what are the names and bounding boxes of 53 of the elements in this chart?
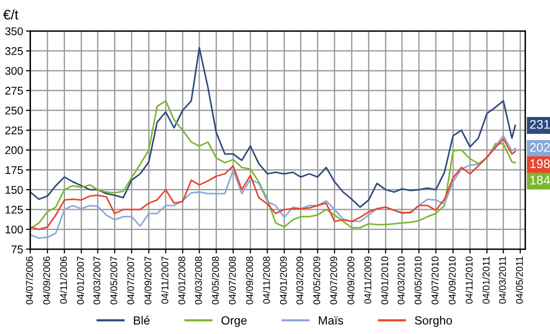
x-tick-label: 04/03/2007 xyxy=(93,256,100,304)
x-tick-label: 04/05/2007 xyxy=(110,256,118,304)
line-series xyxy=(30,100,516,230)
x-tick-label: 04/01/2008 xyxy=(178,256,186,304)
y-tick-label: 150 xyxy=(6,186,23,194)
x-tick-label: 04/01/2009 xyxy=(280,256,287,304)
legend-label: Sorgho xyxy=(414,316,452,327)
data-label: 202 xyxy=(530,142,550,152)
x-tick-label: 04/01/2011 xyxy=(482,256,490,304)
legend-label: Orge xyxy=(221,316,247,327)
y-tick-label: 300 xyxy=(5,66,23,75)
x-tick-label: 04/05/2009 xyxy=(313,256,320,304)
y-axis-title: €/t xyxy=(3,9,18,20)
x-tick-label: 04/07/2010 xyxy=(431,256,438,304)
x-tick-label: 04/03/2008 xyxy=(194,256,202,304)
x-tick-label: 04/01/2007 xyxy=(76,256,84,304)
x-tick-label: 04/03/2009 xyxy=(296,256,304,304)
data-label: 198 xyxy=(530,159,550,168)
x-tick-label: 04/05/2008 xyxy=(212,256,219,304)
x-tick-label: 04/11/2009 xyxy=(364,256,372,304)
data-label: 184 xyxy=(530,176,550,185)
x-tick-label: 04/09/2010 xyxy=(448,256,456,304)
x-tick-label: 04/07/2007 xyxy=(127,256,134,304)
x-tick-label: 04/11/2007 xyxy=(161,256,168,304)
legend-label: Maïs xyxy=(318,316,344,325)
x-tick-label: 04/11/2010 xyxy=(465,256,473,304)
y-tick-label: 225 xyxy=(5,126,23,134)
y-tick-label: 275 xyxy=(5,86,23,95)
x-tick-label: 04/09/2007 xyxy=(144,256,152,304)
x-tick-label: 04/11/2006 xyxy=(60,256,68,304)
x-tick-label: 04/09/2009 xyxy=(347,256,354,304)
x-tick-label: 04/01/2010 xyxy=(381,256,388,304)
y-tick-label: 250 xyxy=(5,106,23,115)
y-tick-label: 125 xyxy=(6,206,23,214)
line-series xyxy=(30,46,516,208)
x-tick-label: 04/11/2008 xyxy=(262,256,270,304)
x-tick-label: 04/07/2008 xyxy=(228,256,236,304)
y-tick-label: 350 xyxy=(5,27,23,36)
y-tick-label: 325 xyxy=(5,47,23,56)
x-tick-label: 04/05/2010 xyxy=(414,256,422,304)
y-tick-label: 200 xyxy=(5,146,23,154)
x-tick-label: 04/05/2011 xyxy=(516,256,523,304)
x-tick-label: 04/07/2006 xyxy=(26,256,33,304)
x-tick-label: 04/09/2006 xyxy=(42,256,50,304)
x-tick-label: 04/03/2010 xyxy=(397,256,405,304)
data-label: 231 xyxy=(530,120,550,129)
y-tick-label: 100 xyxy=(6,226,23,234)
legend-label: Blé xyxy=(134,316,150,325)
x-tick-label: 04/09/2008 xyxy=(246,256,254,304)
y-tick-label: 75 xyxy=(12,246,23,254)
x-tick-label: 04/03/2011 xyxy=(498,256,506,304)
x-tick-label: 04/07/2009 xyxy=(330,256,338,304)
y-tick-label: 175 xyxy=(6,166,23,174)
